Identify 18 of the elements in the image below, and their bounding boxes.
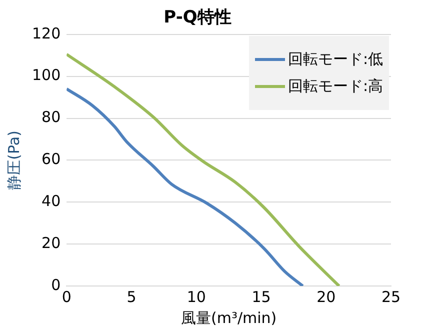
legend-label: 回転モード:高 — [288, 77, 384, 96]
y-tick-label: 80 — [42, 108, 61, 126]
y-tick-label: 20 — [42, 234, 61, 252]
line-series — [66, 52, 341, 286]
x-axis-title: 風量(m³/min) — [180, 308, 277, 327]
legend-label: 回転モード:低 — [288, 50, 384, 70]
x-tick-label: 10 — [186, 288, 206, 306]
chart-title: P-Q特性 — [164, 8, 232, 28]
x-tick-label: 20 — [316, 288, 336, 306]
y-tick-label: 0 — [51, 276, 61, 294]
y-tick-label: 60 — [42, 150, 61, 168]
y-tick-label: 100 — [32, 66, 61, 84]
y-axis-title: 静圧(Pa) — [4, 130, 23, 190]
x-tick-label: 25 — [381, 288, 401, 306]
y-tick-label: 120 — [32, 24, 61, 42]
x-tick-label: 15 — [252, 288, 271, 306]
x-tick-label: 5 — [126, 288, 136, 306]
y-tick-label: 40 — [42, 192, 61, 210]
